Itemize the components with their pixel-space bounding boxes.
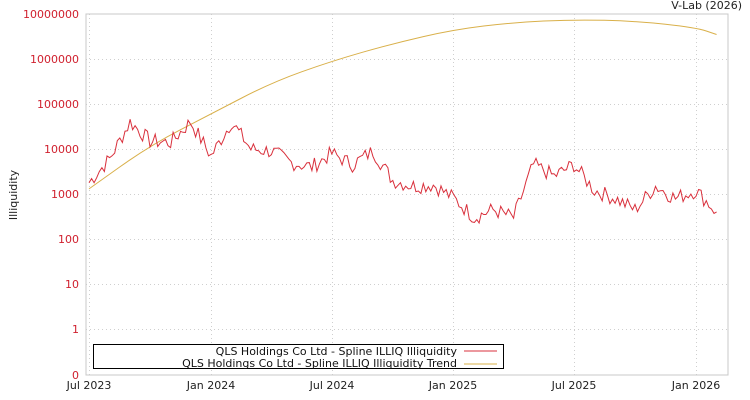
y-tick-label: 1 <box>72 323 79 336</box>
y-axis-label: Illiquidity <box>7 169 20 220</box>
legend: QLS Holdings Co Ltd - Spline ILLIQ Illiq… <box>93 344 504 370</box>
y-tick-label: 10000 <box>44 143 79 156</box>
y-tick-label: 10 <box>65 278 79 291</box>
x-tick-label: Jul 2023 <box>66 379 112 392</box>
grid-lines <box>86 14 728 375</box>
y-tick-label: 0 <box>72 369 79 382</box>
x-tick-label: Jan 2024 <box>186 379 235 392</box>
y-tick-label: 1000 <box>51 188 79 201</box>
x-tick-label: Jul 2025 <box>551 379 597 392</box>
x-tick-label: Jan 2025 <box>428 379 477 392</box>
legend-label-trend: QLS Holdings Co Ltd - Spline ILLIQ Illiq… <box>182 357 457 370</box>
y-tick-label: 10000000 <box>23 8 79 21</box>
x-tick-label: Jul 2024 <box>309 379 355 392</box>
x-axis-ticks: Jul 2023 Jan 2024 Jul 2024 Jan 2025 Jul 2025… <box>66 379 721 392</box>
y-tick-label: 100 <box>58 233 79 246</box>
source-credit: V-Lab (2026) <box>671 0 742 12</box>
plot-frame <box>85 13 729 376</box>
x-tick-label: Jan 2026 <box>671 379 720 392</box>
illiquidity-series-line <box>88 118 717 225</box>
y-tick-label: 100000 <box>37 98 79 111</box>
y-tick-label: 1000000 <box>30 53 79 66</box>
legend-label-illiquidity: QLS Holdings Co Ltd - Spline ILLIQ Illiq… <box>216 345 458 358</box>
legend-box <box>93 344 504 369</box>
